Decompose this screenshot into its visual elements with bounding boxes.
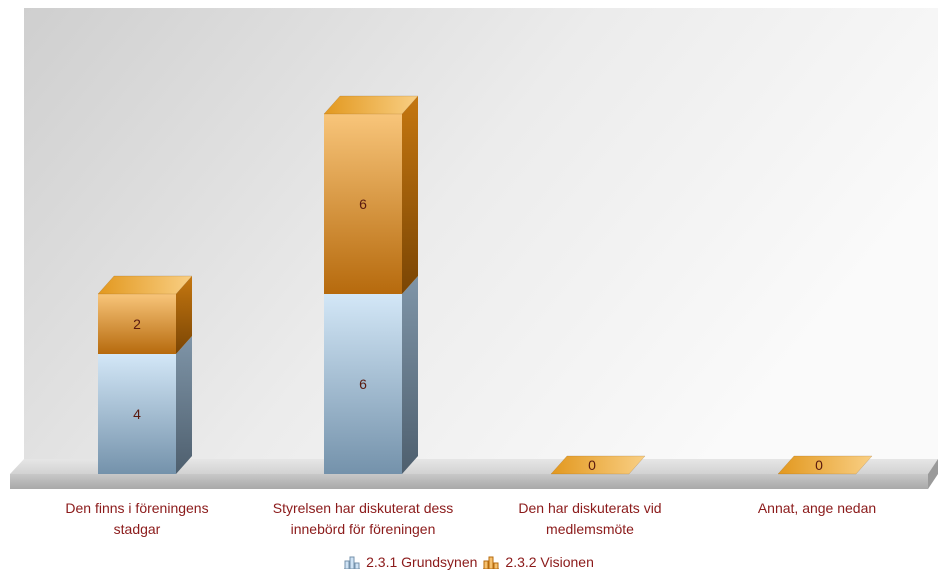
legend-label: 2.3.2 Visionen <box>505 554 594 571</box>
data-label-s1-c1: 4 <box>133 406 141 422</box>
x-tick-label-line: stadgar <box>113 521 161 537</box>
bar-s1-c1 <box>98 354 176 474</box>
data-label-s2-c3: 0 <box>588 457 596 473</box>
bar-chart-icon-bar <box>488 556 494 570</box>
plot-floor <box>10 459 938 474</box>
bar-s2-c2 <box>324 114 402 294</box>
bar-top-c4 <box>777 455 873 475</box>
bar-top-c2 <box>323 95 419 115</box>
bar-s1-c2 <box>324 294 402 474</box>
x-tick-label-line: Den finns i föreningens <box>65 500 209 516</box>
data-label-s1-c2: 6 <box>359 376 367 392</box>
data-label-s2-c2: 6 <box>359 196 367 212</box>
bar-chart-icon-bar <box>344 560 350 570</box>
x-tick-label: Den finns i föreningens stadgar <box>37 498 237 540</box>
x-tick-label: Styrelsen har diskuterat dess innebörd fö… <box>263 498 463 540</box>
x-tick-label-line: Den har diskuterats vid <box>518 500 662 516</box>
data-label-s2-c1: 2 <box>133 316 141 332</box>
plot-base <box>10 474 928 489</box>
bar-top-c1 <box>97 275 193 295</box>
bar-chart-icon-bar <box>349 556 355 570</box>
legend-item[interactable]: 2.3.2 Visionen <box>483 554 594 571</box>
x-tick-label-line: medlemsmöte <box>546 521 634 537</box>
x-tick-label-line: Annat, ange nedan <box>757 500 877 516</box>
bar-chart-icon <box>344 556 361 570</box>
legend: 2.3.1 Grundsynen 2.3.2 Visionen <box>0 553 938 570</box>
bar-side-s2-c1 <box>176 276 192 354</box>
legend-item[interactable]: 2.3.1 Grundsynen <box>344 554 477 570</box>
bar-side-s1-c2 <box>402 276 418 474</box>
bar-chart-icon-bar <box>483 560 489 570</box>
bar-chart-icon-bar <box>354 562 360 570</box>
bar-side-s1-c1 <box>176 336 192 474</box>
plot-base-side <box>928 459 938 489</box>
legend-label: 2.3.1 Grundsynen <box>366 554 478 571</box>
bar-top-c3 <box>550 455 646 475</box>
x-tick-label: Annat, ange nedan <box>717 498 917 519</box>
x-tick-label: Den har diskuterats vid medlemsmöte <box>490 498 690 540</box>
x-tick-label-line: Styrelsen har diskuterat dess <box>272 500 454 516</box>
bar-chart-icon <box>483 556 500 570</box>
bar-chart-icon-bar <box>493 562 499 570</box>
bar-side-s2-c2 <box>402 96 418 294</box>
data-label-s2-c4: 0 <box>815 457 823 473</box>
x-tick-label-line: innebörd för föreningen <box>290 521 436 537</box>
bar-s2-c1 <box>98 294 176 354</box>
